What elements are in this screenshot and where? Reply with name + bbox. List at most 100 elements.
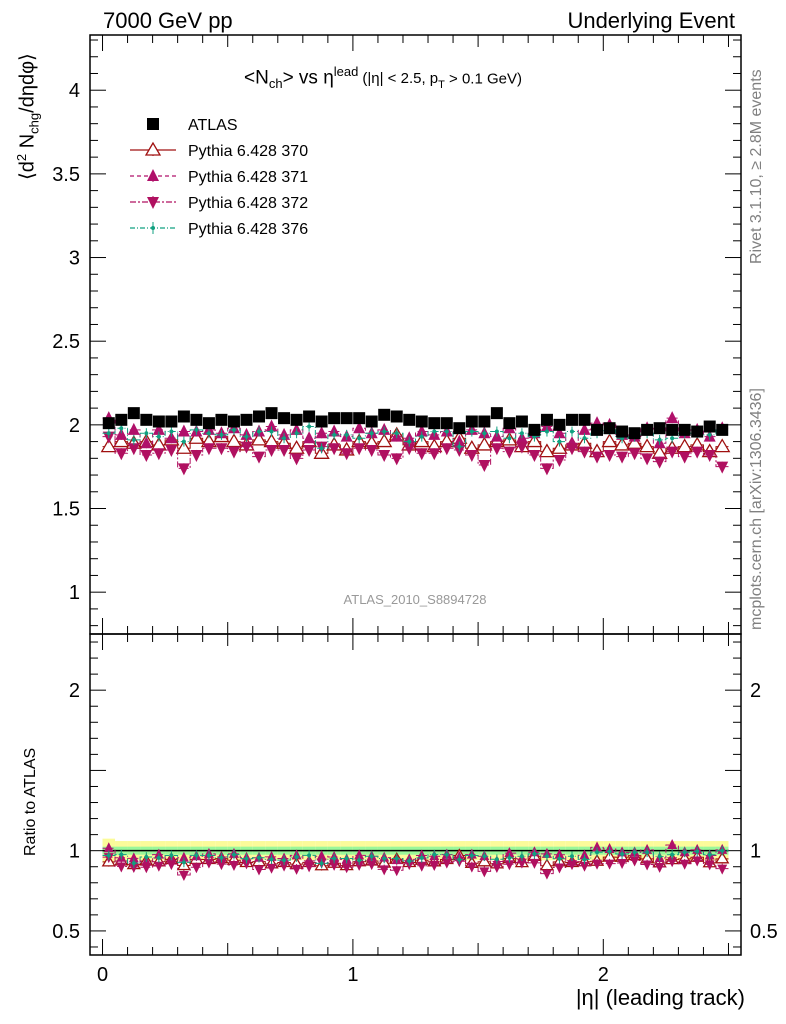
marker-atlas <box>227 415 240 428</box>
legend-label-pythia-6-428-371: Pythia 6.428 371 <box>188 169 308 186</box>
marker-atlas <box>641 423 654 436</box>
marker-pythia-6-428-376 <box>357 436 362 441</box>
marker-atlas <box>152 415 165 428</box>
x-axis-label: |η| (leading track) <box>575 985 745 1010</box>
marker-pythia-6-428-372 <box>240 441 253 454</box>
ratio-marker-pythia-6-428-372 <box>592 859 603 870</box>
marker-atlas <box>253 410 266 423</box>
ratio-marker-pythia-6-428-376 <box>695 849 700 854</box>
marker-pythia-6-428-376 <box>469 429 474 434</box>
marker-pythia-6-428-376 <box>294 431 299 436</box>
ratio-marker-pythia-6-428-372 <box>692 856 703 867</box>
marker-pythia-6-428-370 <box>638 438 656 453</box>
ratio-marker-pythia-6-428-376 <box>194 853 199 858</box>
ratio-marker-pythia-6-428-376 <box>632 850 637 855</box>
ratio-marker-pythia-6-428-372 <box>116 862 127 873</box>
marker-pythia-6-428-372 <box>415 448 428 461</box>
marker-pythia-6-428-376 <box>419 434 424 439</box>
marker-pythia-6-428-371 <box>578 422 591 435</box>
ratio-marker-pythia-6-428-376 <box>357 858 362 863</box>
ratio-marker-pythia-6-428-371 <box>592 841 603 852</box>
marker-pythia-6-428-372 <box>303 444 316 457</box>
ratio-marker-pythia-6-428-376 <box>319 861 324 866</box>
ratio-marker-pythia-6-428-372 <box>579 861 590 872</box>
ratio-marker-pythia-6-428-372 <box>604 859 615 870</box>
ratio-marker-pythia-6-428-372 <box>166 860 177 871</box>
marker-pythia-6-428-372 <box>190 449 203 462</box>
ratio-y-tick-label-right: 0.5 <box>750 921 778 943</box>
marker-pythia-6-428-371 <box>553 426 566 439</box>
marker-pythia-6-428-371 <box>152 422 165 435</box>
ratio-marker-pythia-6-428-372 <box>629 856 640 867</box>
marker-atlas <box>315 415 328 428</box>
ratio-marker-pythia-6-428-372 <box>153 861 164 872</box>
marker-pythia-6-428-376 <box>231 427 236 432</box>
title-part-c: (|η| < 2.5, p <box>362 70 439 88</box>
marker-pythia-6-428-372 <box>253 451 266 464</box>
marker-pythia-6-428-372 <box>666 446 679 459</box>
marker-pythia-6-428-371 <box>353 421 366 434</box>
ratio-marker-pythia-6-428-372 <box>554 863 565 874</box>
marker-pythia-6-428-372 <box>365 444 378 457</box>
ratio-marker-pythia-6-428-372 <box>291 864 302 875</box>
ratio-marker-pythia-6-428-372 <box>228 860 239 871</box>
ratio-marker-pythia-6-428-376 <box>282 858 287 863</box>
marker-atlas <box>616 425 629 438</box>
marker-atlas <box>165 415 178 428</box>
ratio-marker-pythia-6-428-376 <box>494 857 499 862</box>
ratio-marker-pythia-6-428-372 <box>416 861 427 872</box>
marker-pythia-6-428-372 <box>528 449 541 462</box>
marker-pythia-6-428-372 <box>478 460 491 473</box>
marker-pythia-6-428-370 <box>100 438 117 453</box>
ratio-marker-pythia-6-428-370 <box>715 851 730 864</box>
marker-pythia-6-428-371 <box>165 431 178 444</box>
marker-atlas <box>115 413 128 426</box>
ratio-marker-pythia-6-428-372 <box>429 861 440 872</box>
marker-atlas <box>278 412 291 425</box>
marker-pythia-6-428-376 <box>707 432 712 437</box>
ratio-marker-pythia-6-428-372 <box>617 858 628 869</box>
marker-atlas <box>565 413 578 426</box>
ratio-marker-pythia-6-428-376 <box>382 856 387 861</box>
marker-pythia-6-428-372 <box>290 453 303 466</box>
ratio-marker-pythia-6-428-376 <box>106 853 111 858</box>
ratio-marker-pythia-6-428-372 <box>541 869 552 880</box>
chart-title: <Nch> vs ηlead (|η| < 2.5, pT > 0.1 GeV) <box>244 64 522 91</box>
ratio-marker-pythia-6-428-376 <box>532 851 537 856</box>
marker-pythia-6-428-370 <box>714 438 731 453</box>
ratio-marker-pythia-6-428-372 <box>341 863 352 874</box>
marker-pythia-6-428-376 <box>344 432 349 437</box>
ratio-marker-pythia-6-428-371 <box>504 847 515 858</box>
marker-atlas <box>716 423 729 436</box>
marker-pythia-6-428-372 <box>340 448 353 461</box>
series-line-pythia-6-428-376 <box>102 426 729 449</box>
ratio-marker-pythia-6-428-372 <box>391 866 402 877</box>
ratio-marker-pythia-6-428-376 <box>682 850 687 855</box>
marker-pythia-6-428-372 <box>115 448 128 461</box>
ratio-marker-pythia-6-428-376 <box>569 854 574 859</box>
marker-atlas <box>177 410 190 423</box>
marker-atlas <box>102 417 115 430</box>
ratio-marker-pythia-6-428-372 <box>203 858 214 869</box>
ratio-y-tick-label: 0.5 <box>52 921 80 943</box>
marker-atlas <box>403 413 416 426</box>
marker-pythia-6-428-376 <box>257 429 262 434</box>
marker-pythia-6-428-376 <box>307 424 312 429</box>
marker-atlas <box>215 413 228 426</box>
ratio-marker-pythia-6-428-372 <box>704 860 715 871</box>
marker-pythia-6-428-371 <box>415 424 428 437</box>
ratio-marker-pythia-6-428-371 <box>579 849 590 860</box>
title-sub-t: T <box>438 79 445 92</box>
x-tick-label: 0 <box>97 964 108 986</box>
ratio-marker-pythia-6-428-372 <box>441 858 452 869</box>
legend-label-pythia-6-428-376: Pythia 6.428 376 <box>188 221 308 238</box>
marker-atlas <box>465 415 478 428</box>
marker-pythia-6-428-372 <box>515 441 528 454</box>
ratio-marker-pythia-6-428-372 <box>329 860 340 871</box>
marker-pythia-6-428-370 <box>676 438 693 453</box>
marker-atlas <box>703 420 716 433</box>
marker-atlas <box>578 413 591 426</box>
ratio-y-tick-label-right: 2 <box>750 680 761 702</box>
ratio-marker-pythia-6-428-372 <box>354 860 365 871</box>
legend-label-atlas: ATLAS <box>188 117 238 134</box>
